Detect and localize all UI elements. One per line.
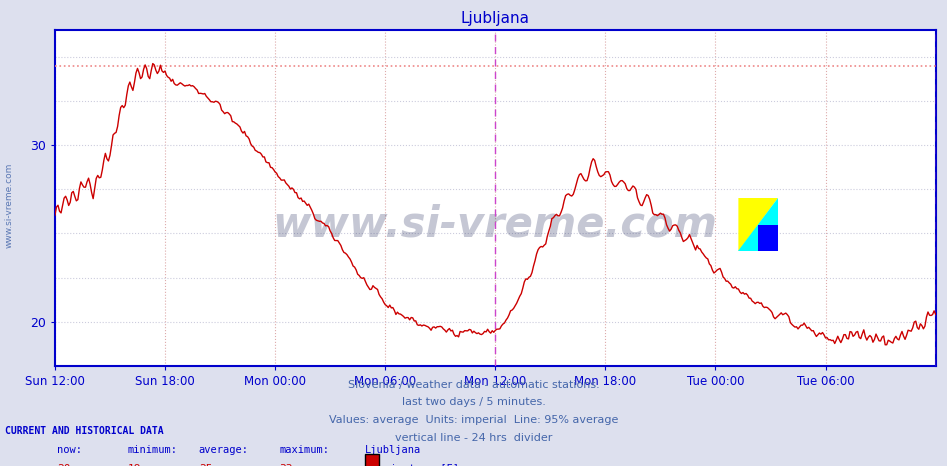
Text: 33: 33 — [279, 464, 293, 466]
Text: average:: average: — [199, 445, 249, 455]
Polygon shape — [739, 198, 778, 251]
Title: Ljubljana: Ljubljana — [461, 11, 529, 27]
Text: air temp.[F]: air temp.[F] — [384, 464, 458, 466]
Text: Values: average  Units: imperial  Line: 95% average: Values: average Units: imperial Line: 95… — [329, 415, 618, 425]
Text: last two days / 5 minutes.: last two days / 5 minutes. — [402, 397, 545, 407]
Text: CURRENT AND HISTORICAL DATA: CURRENT AND HISTORICAL DATA — [5, 426, 164, 436]
Text: 20: 20 — [57, 464, 70, 466]
Text: Slovenia / weather data - automatic stations.: Slovenia / weather data - automatic stat… — [348, 380, 599, 390]
Polygon shape — [759, 225, 778, 251]
Text: minimum:: minimum: — [128, 445, 178, 455]
Text: now:: now: — [57, 445, 81, 455]
Text: 25: 25 — [199, 464, 212, 466]
Text: www.si-vreme.com: www.si-vreme.com — [5, 162, 14, 248]
Polygon shape — [739, 198, 778, 251]
Text: www.si-vreme.com: www.si-vreme.com — [273, 204, 718, 246]
Text: maximum:: maximum: — [279, 445, 330, 455]
Text: vertical line - 24 hrs  divider: vertical line - 24 hrs divider — [395, 433, 552, 443]
Text: 19: 19 — [128, 464, 141, 466]
Text: Ljubljana: Ljubljana — [365, 445, 420, 455]
